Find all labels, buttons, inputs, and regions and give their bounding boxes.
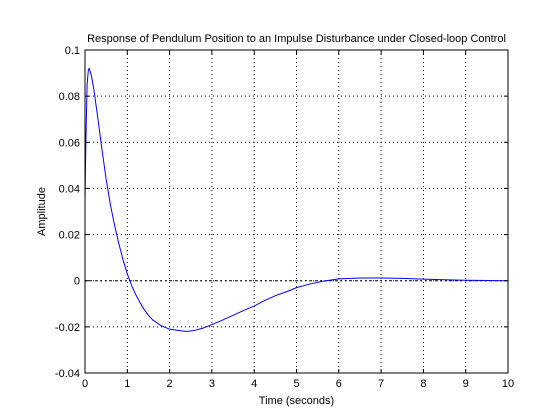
x-tick-label: 5	[293, 378, 299, 390]
x-tick-label: 0	[82, 378, 88, 390]
plot-area	[85, 50, 508, 373]
x-tick-label: 2	[167, 378, 173, 390]
x-tick-label: 7	[378, 378, 384, 390]
y-tick-label: 0	[74, 276, 80, 288]
y-tick-label: 0.04	[59, 183, 80, 195]
y-tick-label: -0.02	[55, 322, 80, 334]
x-tick-label: 4	[251, 378, 257, 390]
x-axis-label: Time (seconds)	[259, 395, 334, 407]
x-tick-label: 6	[336, 378, 342, 390]
y-tick-label: 0.08	[59, 91, 80, 103]
series-line	[84, 67, 509, 332]
y-tick-label: -0.04	[55, 368, 80, 380]
tick-layer: 0 1 2 3 4 5 6 7 8 9 10 -0.04 -0.02 0 0.02 0.04 0.06 0.08 0…	[55, 45, 514, 390]
y-axis-label: Amplitude	[36, 187, 48, 236]
chart-title: Response of Pendulum Position to an Impu…	[87, 33, 506, 45]
x-tick-label: 10	[502, 378, 514, 390]
y-tick-label: 0.02	[59, 230, 80, 242]
y-tick-label: 0.06	[59, 137, 80, 149]
y-tick-label: 0.1	[65, 45, 80, 57]
x-tick-label: 9	[463, 378, 469, 390]
x-tick-label: 3	[209, 378, 215, 390]
grid-layer	[85, 50, 508, 373]
series-layer	[84, 67, 509, 332]
x-tick-label: 1	[124, 378, 130, 390]
x-tick-label: 8	[420, 378, 426, 390]
